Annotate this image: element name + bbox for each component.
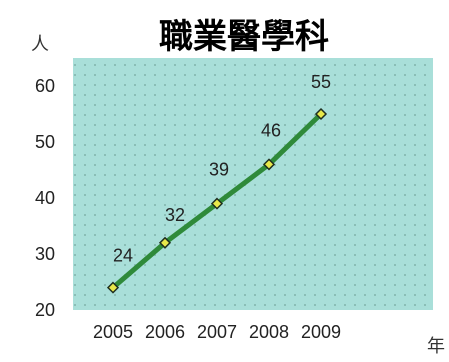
data-labels: 24 32 39 46 55 <box>113 72 331 266</box>
data-label: 46 <box>261 120 281 140</box>
y-axis-unit: 人 <box>31 34 49 55</box>
y-tick-label: 40 <box>35 188 55 208</box>
data-point-marker <box>314 107 328 121</box>
y-axis-ticks: 20 30 40 50 60 <box>35 76 55 320</box>
x-tick-label: 2006 <box>145 322 185 342</box>
x-tick-label: 2005 <box>93 322 133 342</box>
data-point-marker <box>106 281 120 294</box>
y-tick-label: 20 <box>35 300 55 320</box>
y-tick-label: 50 <box>35 132 55 152</box>
x-tick-label: 2008 <box>249 322 289 342</box>
data-point-marker <box>210 197 224 210</box>
data-point-marker <box>158 236 172 249</box>
series-layer <box>106 107 328 294</box>
y-tick-label: 60 <box>35 76 55 96</box>
data-point-marker <box>262 158 276 171</box>
plot-dot-pattern <box>73 58 433 310</box>
x-tick-label: 2007 <box>197 322 237 342</box>
x-tick-label: 2009 <box>301 322 341 342</box>
chart-title: 職業醫學科 <box>159 17 329 57</box>
y-tick-label: 30 <box>35 244 55 264</box>
x-axis-ticks: 2005 2006 2007 2008 2009 <box>93 322 341 342</box>
x-axis-unit: 年 <box>427 336 445 357</box>
data-label: 32 <box>165 205 185 225</box>
data-label: 55 <box>311 72 331 92</box>
data-label: 24 <box>113 246 133 266</box>
data-label: 39 <box>209 160 229 180</box>
